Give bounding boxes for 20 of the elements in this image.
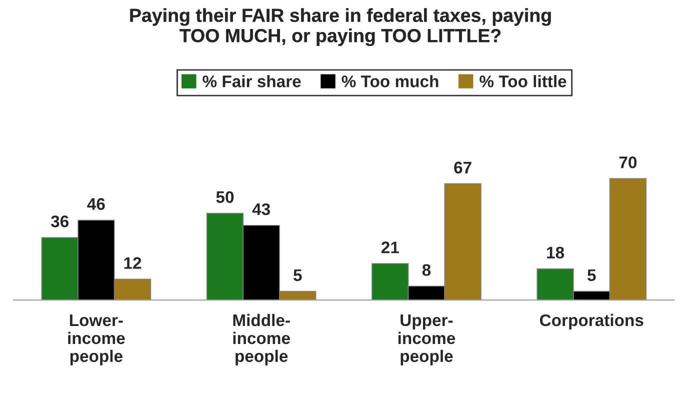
x-tick-label: Middle- income people <box>233 314 290 366</box>
legend-label: % Too little <box>480 75 566 88</box>
data-label: 46 <box>87 198 105 210</box>
data-label: 43 <box>252 203 270 216</box>
x-tick-label: Lower- income people <box>68 314 125 366</box>
legend-label: % Too much <box>342 75 438 88</box>
data-label: 18 <box>547 246 564 259</box>
data-label: 67 <box>454 162 472 174</box>
data-label: 12 <box>124 257 142 269</box>
data-label: 5 <box>294 269 302 282</box>
data-label: 36 <box>50 215 69 228</box>
legend-label: % Fair share <box>202 75 301 88</box>
data-label: 21 <box>381 242 399 254</box>
x-tick-label: Upper- income people <box>398 314 456 366</box>
data-label: 8 <box>422 264 431 276</box>
data-label: 50 <box>216 191 234 203</box>
data-label: 5 <box>588 269 596 282</box>
data-label: 70 <box>619 156 637 168</box>
chart-title: Paying their FAIR share in federal taxes, paying TOO MUCH, or paying TOO LITTLE? <box>130 8 551 46</box>
x-tick-label: Corporations <box>540 314 644 330</box>
